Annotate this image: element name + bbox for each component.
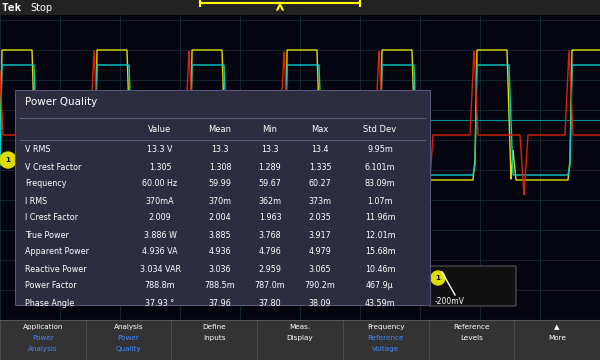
Text: 13.3 V: 13.3 V <box>147 145 173 154</box>
Text: 60.27: 60.27 <box>308 180 331 189</box>
Circle shape <box>0 152 16 168</box>
Bar <box>0 0 600 15</box>
Text: Min: Min <box>263 125 277 134</box>
Text: Frequency: Frequency <box>25 180 67 189</box>
Text: 15.68m: 15.68m <box>365 248 395 256</box>
Bar <box>0 15 600 320</box>
Text: Stop: Stop <box>30 3 52 13</box>
Text: 59.67: 59.67 <box>259 180 281 189</box>
Text: 3.885: 3.885 <box>209 230 232 239</box>
Text: 3.065: 3.065 <box>308 265 331 274</box>
Text: Mean: Mean <box>209 125 232 134</box>
Text: True Power: True Power <box>25 230 69 239</box>
Text: Reference: Reference <box>367 335 404 341</box>
Text: Power: Power <box>32 335 54 341</box>
Text: 43.59m: 43.59m <box>365 298 395 307</box>
Text: 1.289: 1.289 <box>259 162 281 171</box>
Text: 3.768: 3.768 <box>259 230 281 239</box>
Text: Max: Max <box>311 125 329 134</box>
Text: I RMS: I RMS <box>25 197 47 206</box>
Text: 9.95m: 9.95m <box>367 145 393 154</box>
Text: Reactive Power: Reactive Power <box>25 265 86 274</box>
Text: 38.09: 38.09 <box>308 298 331 307</box>
Text: 370mA: 370mA <box>146 197 175 206</box>
Text: 362m: 362m <box>259 197 281 206</box>
Text: Voltage: Voltage <box>372 346 400 352</box>
Text: Power Factor: Power Factor <box>25 282 77 291</box>
Text: Value: Value <box>148 125 172 134</box>
Text: 3.886 W: 3.886 W <box>143 230 176 239</box>
Text: V Crest Factor: V Crest Factor <box>25 162 82 171</box>
Text: 4.936: 4.936 <box>209 248 232 256</box>
Text: Phase Angle: Phase Angle <box>25 298 74 307</box>
Text: 3.036: 3.036 <box>209 265 231 274</box>
Text: 2.959: 2.959 <box>259 265 281 274</box>
Text: 83.09m: 83.09m <box>365 180 395 189</box>
Text: 13.3: 13.3 <box>211 145 229 154</box>
Text: 2.004: 2.004 <box>209 213 232 222</box>
Text: 13.4: 13.4 <box>311 145 329 154</box>
Text: 1.335: 1.335 <box>308 162 331 171</box>
Circle shape <box>431 271 445 285</box>
Text: Quality: Quality <box>116 346 142 352</box>
Text: Power Quality: Power Quality <box>25 97 97 107</box>
Text: More: More <box>548 335 566 341</box>
Text: 2.035: 2.035 <box>308 213 331 222</box>
Text: 373m: 373m <box>308 197 332 206</box>
Text: ▲: ▲ <box>554 324 560 330</box>
Text: V RMS: V RMS <box>25 145 50 154</box>
Text: 788.5m: 788.5m <box>205 282 235 291</box>
Text: 1.07m: 1.07m <box>367 197 393 206</box>
Text: 3.034 VAR: 3.034 VAR <box>139 265 181 274</box>
Text: 12.01m: 12.01m <box>365 230 395 239</box>
Text: 2.009: 2.009 <box>149 213 172 222</box>
Text: 37.80: 37.80 <box>259 298 281 307</box>
Text: 467.9μ: 467.9μ <box>366 282 394 291</box>
Text: 4.979: 4.979 <box>308 248 331 256</box>
Bar <box>0 320 600 360</box>
Text: Std Dev: Std Dev <box>364 125 397 134</box>
Text: 1.305: 1.305 <box>149 162 172 171</box>
Text: 788.8m: 788.8m <box>145 282 175 291</box>
Text: -200mV: -200mV <box>435 297 465 306</box>
Text: 1.308: 1.308 <box>209 162 231 171</box>
Text: Power: Power <box>118 335 140 341</box>
Text: 60.00 Hz: 60.00 Hz <box>142 180 178 189</box>
Text: I Crest Factor: I Crest Factor <box>25 213 78 222</box>
Text: Frequency: Frequency <box>367 324 404 330</box>
FancyBboxPatch shape <box>429 266 516 306</box>
Text: 13.3: 13.3 <box>261 145 279 154</box>
Text: Inputs: Inputs <box>203 335 226 341</box>
Text: 1: 1 <box>5 157 10 163</box>
Text: 787.0m: 787.0m <box>254 282 286 291</box>
Text: Define: Define <box>202 324 226 330</box>
Text: 370m: 370m <box>208 197 232 206</box>
Text: Meas.: Meas. <box>289 324 311 330</box>
Text: Apparent Power: Apparent Power <box>25 248 89 256</box>
Bar <box>15 90 430 305</box>
Text: 4.936 VA: 4.936 VA <box>142 248 178 256</box>
Text: Analysis: Analysis <box>28 346 58 352</box>
Text: Levels: Levels <box>460 335 483 341</box>
Text: Reference: Reference <box>453 324 490 330</box>
Text: 11.96m: 11.96m <box>365 213 395 222</box>
Text: Tek: Tek <box>2 3 22 13</box>
Text: 37.96: 37.96 <box>209 298 232 307</box>
Text: Display: Display <box>287 335 313 341</box>
Text: 790.2m: 790.2m <box>305 282 335 291</box>
Text: 10.46m: 10.46m <box>365 265 395 274</box>
Text: 6.101m: 6.101m <box>365 162 395 171</box>
Text: 4.796: 4.796 <box>259 248 281 256</box>
Text: 3.917: 3.917 <box>308 230 331 239</box>
Text: 1.963: 1.963 <box>259 213 281 222</box>
Text: 37.93 °: 37.93 ° <box>145 298 175 307</box>
Text: Application: Application <box>23 324 63 330</box>
Text: 59.99: 59.99 <box>209 180 232 189</box>
Text: Analysis: Analysis <box>114 324 143 330</box>
Text: 1: 1 <box>436 275 440 281</box>
